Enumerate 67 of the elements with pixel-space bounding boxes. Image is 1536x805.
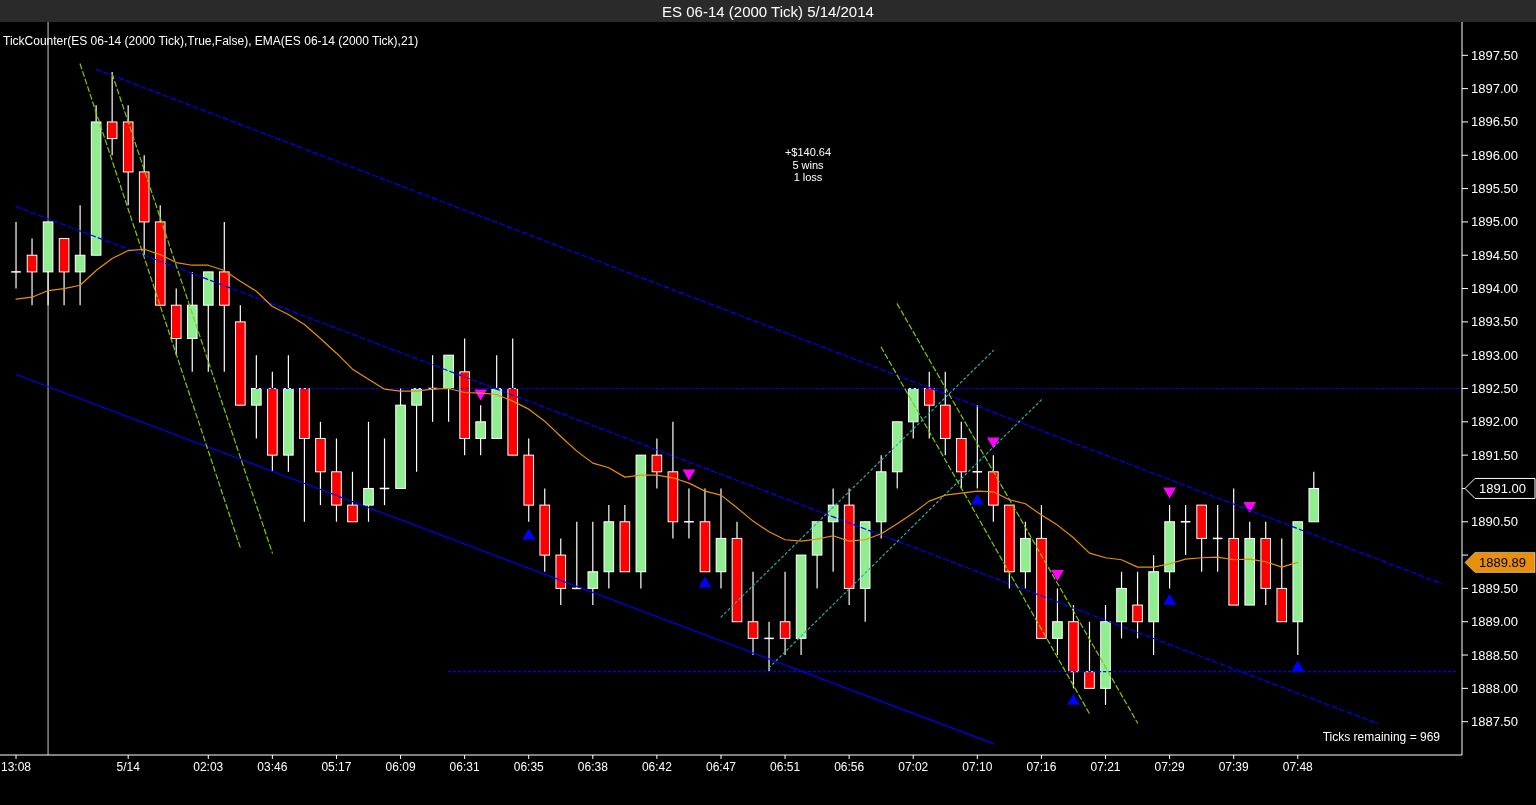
y-tick-label: 1892.50 xyxy=(1471,381,1518,396)
annotation: Ticks remaining = 969 xyxy=(1322,730,1441,744)
candlestick xyxy=(363,421,374,523)
x-tick-label: 07:02 xyxy=(898,760,929,774)
y-tick-label: 1890.50 xyxy=(1471,514,1518,530)
candlestick xyxy=(923,371,935,440)
candlestick xyxy=(827,487,839,573)
x-tick-label: 07:39 xyxy=(1218,760,1250,774)
text: TickCounter(ES 06-14 (2000 Tick),True,False), EMA(ES 06-14 (2000 Tick),21) xyxy=(3,34,419,48)
candlestick xyxy=(683,487,695,540)
y-tick-label: 1897.00 xyxy=(1471,81,1518,97)
x-tick-label: 06:35 xyxy=(513,760,545,774)
y-tick-label: 1892.00 xyxy=(1471,414,1518,430)
candlestick xyxy=(106,71,118,156)
candlestick xyxy=(74,204,86,306)
x-tick-label: 13:08 xyxy=(1,760,32,774)
x-tick-label: 02:03 xyxy=(193,760,224,774)
candlestick xyxy=(587,521,599,606)
candlestick xyxy=(1052,587,1063,656)
x-tick-label: 5/14 xyxy=(116,760,141,774)
x-tick-label: 06:51 xyxy=(770,760,801,774)
candlestick xyxy=(347,471,358,523)
x-tick-label: 07:48 xyxy=(1282,760,1314,774)
candlestick xyxy=(779,571,791,656)
x-tick-label: 07:10 xyxy=(962,760,993,774)
x-tick-label: 06:56 xyxy=(834,760,865,774)
y-tick-label: 1894.00 xyxy=(1471,281,1518,297)
y-tick-label: 1895.50 xyxy=(1471,181,1518,197)
x-tick-label: 07:29 xyxy=(1154,760,1185,774)
y-tick-label: 1897.50 xyxy=(1471,47,1518,63)
candlestick xyxy=(411,387,422,473)
x-tick-label: 06:09 xyxy=(385,760,416,774)
text: 1891.00 xyxy=(1479,481,1526,497)
y-tick-label: 1896.00 xyxy=(1471,147,1518,163)
y-tick-label: 1891.50 xyxy=(1471,447,1518,463)
y-tick-label: 1888.00 xyxy=(1471,680,1518,696)
candlestick xyxy=(1180,504,1192,556)
line-series xyxy=(15,248,1299,568)
y-tick-label: 1893.00 xyxy=(1471,347,1518,363)
candlestick xyxy=(1084,621,1095,689)
x-tick-label: 06:42 xyxy=(641,760,673,774)
x-tick-label: 06:47 xyxy=(705,760,737,774)
annotation: +$140.64 5 wins 1 loss xyxy=(784,146,832,183)
y-tick-label: 1893.50 xyxy=(1471,314,1518,330)
x-tick-label: 07:16 xyxy=(1026,760,1057,774)
x-tick-label: 03:46 xyxy=(257,760,288,774)
y-tick-label: 1887.50 xyxy=(1471,714,1518,730)
x-tick-label: 07:21 xyxy=(1090,760,1121,774)
candlestick xyxy=(1132,571,1143,639)
candlestick xyxy=(251,354,262,440)
y-tick-label: 1895.00 xyxy=(1471,214,1518,230)
y-tick-label: 1894.50 xyxy=(1471,247,1518,263)
y-tick-label: 1896.50 xyxy=(1471,114,1518,130)
y-tick-label: 1888.50 xyxy=(1471,647,1518,663)
candlestick xyxy=(26,237,38,306)
x-tick-label: 06:31 xyxy=(449,760,480,774)
candlestick xyxy=(651,437,663,490)
y-tick-label: 1889.50 xyxy=(1471,580,1518,596)
candlestick xyxy=(475,404,486,456)
x-tick-label: 05:17 xyxy=(321,760,352,774)
text: 1889.89 xyxy=(1479,555,1526,571)
candlestick xyxy=(747,571,759,656)
x-tick-label: 06:38 xyxy=(577,760,609,774)
candlestick xyxy=(971,404,983,490)
y-tick-label: 1889.00 xyxy=(1471,614,1518,630)
chart-title: ES 06-14 (2000 Tick) 5/14/2014 xyxy=(662,3,874,20)
candlestick xyxy=(10,221,22,290)
